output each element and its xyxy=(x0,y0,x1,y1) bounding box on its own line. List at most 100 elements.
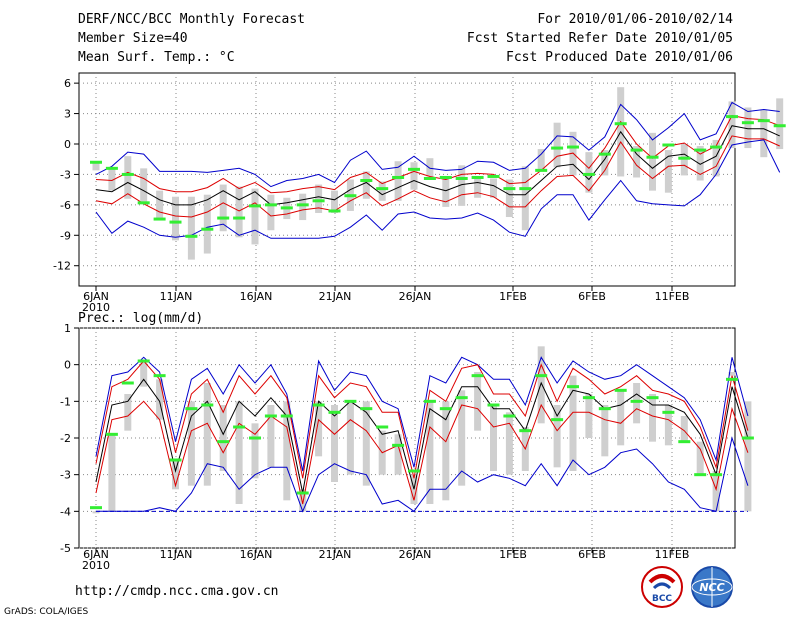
min-envelope-line xyxy=(96,436,749,513)
spread-box xyxy=(744,401,752,512)
footer-credit: GrADS: COLA/IGES xyxy=(4,607,88,617)
observed-marker xyxy=(487,403,500,407)
observed-marker xyxy=(551,146,564,150)
spread-box xyxy=(712,471,720,512)
y-tick-label: -4 xyxy=(60,505,71,518)
spread-box xyxy=(521,166,529,231)
observed-marker xyxy=(249,436,261,440)
spread-box xyxy=(299,193,307,221)
observed-marker xyxy=(646,155,659,159)
x-tick-label: 11JAN xyxy=(160,548,193,561)
spread-box xyxy=(315,184,323,213)
observed-marker xyxy=(121,381,134,385)
x-tick-label: 16JAN xyxy=(240,290,273,303)
observed-marker xyxy=(344,399,357,403)
observed-marker xyxy=(153,374,166,378)
spread-box xyxy=(537,346,545,424)
observed-marker xyxy=(217,440,230,444)
observed-marker xyxy=(503,414,516,418)
observed-marker xyxy=(455,396,468,400)
observed-marker xyxy=(376,187,389,191)
spread-box xyxy=(410,162,418,190)
spread-box xyxy=(219,184,227,232)
observed-marker xyxy=(567,145,579,149)
observed-marker xyxy=(233,216,246,220)
observed-marker xyxy=(439,407,452,411)
observed-marker xyxy=(662,143,675,147)
x-tick-label: 21JAN xyxy=(319,548,352,561)
ncc-logo: NCC xyxy=(691,566,733,608)
observed-marker xyxy=(519,429,532,433)
x-tick-label: 11FEB xyxy=(655,290,690,303)
footer-url[interactable]: http://cmdp.ncc.cma.gov.cn xyxy=(75,584,279,599)
spread-box xyxy=(569,375,577,471)
spread-box xyxy=(633,146,641,178)
bcc-logo-text: BCC xyxy=(652,594,672,604)
observed-marker xyxy=(296,491,309,495)
observed-marker xyxy=(694,473,707,477)
y-tick-label: -6 xyxy=(60,199,71,212)
observed-marker xyxy=(392,443,405,447)
observed-marker xyxy=(423,176,436,180)
spread-box xyxy=(553,122,561,168)
observed-marker xyxy=(614,388,627,392)
x-tick-label: 21JAN xyxy=(319,290,352,303)
observed-marker xyxy=(328,410,341,414)
observed-marker xyxy=(694,148,707,152)
spread-box xyxy=(92,162,100,171)
x-tick-label: 11JAN xyxy=(160,290,193,303)
x-tick-label: 6JAN xyxy=(83,548,109,561)
observed-marker xyxy=(328,209,341,213)
spread-box xyxy=(92,511,100,514)
x-tick-label: 26JAN xyxy=(399,548,432,561)
spread-box xyxy=(378,181,386,201)
spread-box xyxy=(156,190,164,220)
spread-box xyxy=(235,401,243,504)
observed-marker xyxy=(90,506,102,510)
y-tick-label: -5 xyxy=(60,542,71,555)
spread-box xyxy=(680,144,688,176)
observed-marker xyxy=(264,414,277,418)
spread-box xyxy=(187,196,195,260)
y-tick-label: 0 xyxy=(64,359,71,372)
spread-box xyxy=(203,194,211,254)
max-envelope-line xyxy=(95,101,780,188)
spread-box xyxy=(537,149,545,172)
spread-box xyxy=(585,394,593,438)
min-envelope-line xyxy=(95,139,781,239)
observed-marker xyxy=(376,425,389,429)
spread-box xyxy=(776,98,784,150)
x-tick-label: 6FEB xyxy=(578,548,606,561)
header-title: DERF/NCC/BCC Monthly Forecast xyxy=(78,12,305,27)
spread-box xyxy=(299,489,307,512)
spread-box xyxy=(712,139,720,177)
observed-marker xyxy=(630,148,643,152)
observed-marker xyxy=(392,175,405,179)
spread-box xyxy=(696,441,704,475)
observed-marker xyxy=(408,469,420,473)
observed-marker xyxy=(153,217,166,221)
observed-marker xyxy=(757,119,770,123)
spread-box xyxy=(124,156,132,199)
ncc-logo-text: NCC xyxy=(699,581,724,594)
spread-box xyxy=(394,434,402,475)
spread-box xyxy=(267,405,275,468)
observed-marker xyxy=(312,403,325,407)
observed-marker xyxy=(678,156,691,160)
x-tick-label: 16JAN xyxy=(240,548,273,561)
observed-marker xyxy=(710,145,723,149)
observed-marker xyxy=(185,407,198,411)
spread-box xyxy=(172,460,179,490)
observed-marker xyxy=(169,220,182,224)
observed-marker xyxy=(598,152,611,156)
spread-box xyxy=(346,401,354,475)
header-member-size: Member Size=40 xyxy=(78,31,188,46)
spread-box xyxy=(251,423,259,479)
y-tick-label: -12 xyxy=(53,260,71,273)
x-tick-label: 26JAN xyxy=(399,290,432,303)
y-tick-label: -1 xyxy=(60,395,71,408)
observed-marker xyxy=(264,203,277,207)
x-tick-label: 2010 xyxy=(82,559,110,572)
spread-box xyxy=(251,188,259,245)
observed-marker xyxy=(726,377,738,381)
